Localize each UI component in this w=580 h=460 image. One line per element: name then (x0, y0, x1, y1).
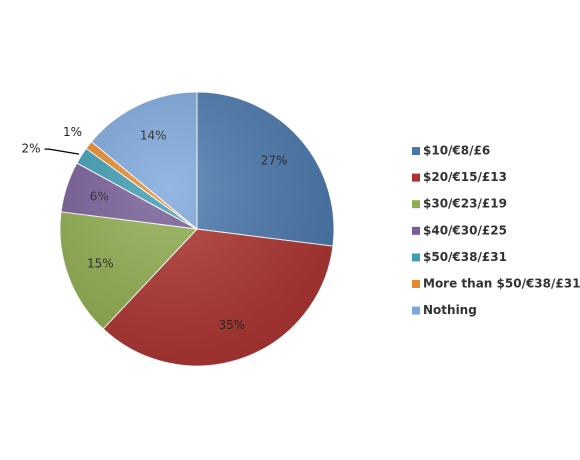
legend-label: $30/€23/£19 (423, 197, 507, 211)
data-label: 2% (21, 142, 40, 156)
legend: $10/€8/£6 $20/€15/£13 $30/€23/£19 $40/€30/£… (412, 144, 580, 317)
legend-swatch (412, 306, 420, 315)
data-label: 6% (90, 190, 109, 204)
legend-label: Nothing (423, 303, 477, 317)
leader-line (44, 148, 80, 155)
data-label: 1% (63, 125, 82, 139)
pie: 27% 35% 15% 6% 2% 1% 14% (21, 91, 335, 367)
legend-swatch (412, 200, 420, 209)
legend-label: $10/€8/£6 (423, 144, 490, 158)
data-label: 14% (140, 129, 167, 143)
legend-swatch (412, 226, 420, 235)
legend-label: More than $50/€38/£31 (423, 277, 580, 291)
pie-slice (196, 91, 335, 247)
data-label: 15% (87, 256, 114, 270)
legend-swatch (412, 253, 420, 262)
legend-label: $40/€30/£25 (423, 223, 507, 237)
data-label: 35% (218, 318, 245, 332)
legend-label: $20/€15/£13 (423, 170, 507, 184)
legend-swatch (412, 280, 420, 288)
legend-swatch (412, 173, 420, 182)
data-label: 27% (261, 154, 288, 168)
legend-label: $50/€38/£31 (423, 250, 507, 264)
legend-swatch (412, 147, 420, 155)
